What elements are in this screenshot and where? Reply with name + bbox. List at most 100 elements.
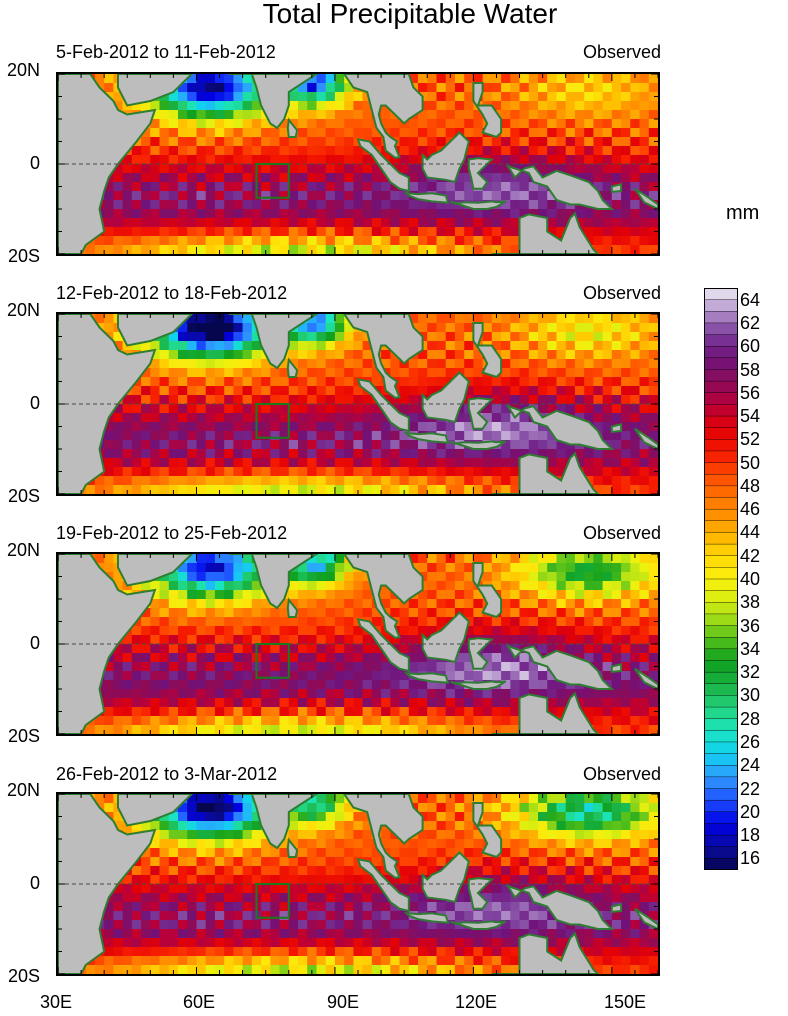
colorbar-box: [704, 334, 738, 347]
colorbar-box: [704, 671, 738, 685]
lon-label-150e: 150E: [603, 992, 647, 1012]
panel-1-lat-20s: 20S: [7, 246, 40, 266]
panel-4-land: [403, 912, 450, 924]
panel-2-land: [356, 377, 410, 433]
panel-1-tag: Observed: [582, 42, 661, 62]
panel-3-land: [228, 554, 319, 610]
panel-1-land: [634, 187, 658, 211]
panel-2-period: 12-Feb-2012 to 18-Feb-2012: [56, 283, 288, 303]
panel-4-lat-20n: 20N: [6, 780, 40, 800]
colorbar-tick-label: 20: [740, 801, 761, 822]
colorbar-tick-label: 48: [740, 475, 761, 496]
colorbar-tick-label: 40: [740, 569, 761, 589]
panel-2-land: [228, 314, 319, 370]
colorbar-box: [704, 753, 738, 766]
panel-3-land: [342, 554, 424, 639]
colorbar-box: [704, 625, 738, 638]
panel-3-land: [634, 667, 658, 691]
colorbar-tick-label: 56: [740, 382, 761, 403]
colorbar-box: [704, 567, 738, 580]
colorbar-tick-label: 26: [740, 732, 761, 752]
panel-3-land: [472, 562, 503, 619]
panel-3-lat-0: 0: [29, 633, 40, 653]
panel-4-lat-0: 0: [29, 873, 40, 893]
lon-label-60e: 60E: [182, 992, 216, 1012]
panel-2-land: [472, 322, 503, 379]
panel-4-land: [58, 794, 157, 974]
colorbar-box: [704, 532, 738, 545]
colorbar-box: [704, 613, 738, 627]
colorbar-tick-label: 46: [740, 499, 761, 520]
colorbar-tick-label: 24: [740, 755, 761, 776]
panel-4-period: 26-Feb-2012 to 3-Mar-2012: [56, 764, 278, 784]
colorbar-box: [704, 392, 738, 405]
panel-2-land: [610, 423, 623, 434]
colorbar-box: [704, 730, 738, 743]
panel-1-land: [491, 211, 600, 254]
colorbar-tick-label: 32: [740, 662, 761, 683]
colorbar-tick-label: 34: [740, 638, 761, 659]
colorbar-box: [704, 462, 738, 475]
lon-label-120e: 120E: [454, 992, 498, 1012]
colorbar-box: [704, 578, 738, 592]
colorbar-box: [704, 799, 738, 813]
panel-3-land: [286, 597, 299, 618]
colorbar-tick-label: 60: [740, 336, 761, 357]
panel-4-land: [356, 857, 410, 913]
colorbar-tick-label: 18: [740, 825, 761, 846]
panel-4-land: [117, 794, 194, 827]
panel-1-land: [286, 117, 299, 138]
colorbar-box: [704, 602, 738, 615]
colorbar-tick-label: 58: [740, 359, 761, 380]
panel-1-land: [403, 192, 450, 204]
colorbar-box: [704, 741, 738, 755]
colorbar-box: [704, 450, 738, 464]
panel-3-land: [505, 644, 615, 690]
panel-1-map: [56, 72, 660, 256]
panel-2-land: [505, 404, 615, 450]
colorbar-box: [704, 404, 738, 417]
panel-4-tag: Observed: [582, 764, 661, 784]
panel-4-region-box: [255, 883, 290, 919]
colorbar-tick-label: 38: [740, 592, 761, 613]
colorbar-box: [704, 823, 738, 836]
panel-1-land: [467, 157, 495, 190]
panel-3-land: [449, 680, 507, 690]
colorbar-box: [704, 858, 738, 870]
panel-2-land: [634, 427, 658, 451]
colorbar: [704, 288, 738, 870]
colorbar-box: [704, 357, 738, 370]
panel-2-tag: Observed: [582, 283, 661, 303]
panel-1-land: [228, 74, 319, 130]
colorbar-box: [704, 415, 738, 429]
panel-4-land: [634, 907, 658, 931]
colorbar-box: [704, 765, 738, 778]
colorbar-box: [704, 311, 738, 324]
figure-title: Total Precipitable Water: [262, 0, 558, 29]
panel-3-region-box: [255, 643, 290, 679]
panel-2-lat-20s: 20S: [7, 486, 40, 506]
panel-1-lat-20n: 20N: [6, 60, 40, 80]
colorbar-box: [704, 485, 738, 499]
colorbar-box: [704, 508, 738, 522]
colorbar-tick-label: 36: [740, 615, 761, 636]
panel-1-land: [342, 74, 424, 159]
colorbar-tick-label: 54: [740, 406, 761, 426]
colorbar-box: [704, 788, 738, 801]
colorbar-box: [704, 590, 738, 603]
colorbar-tick-label: 62: [740, 312, 761, 333]
lon-label-30e: 30E: [39, 992, 73, 1012]
colorbar-box: [704, 811, 738, 824]
panel-1-land: [472, 82, 503, 139]
panel-4-map: [56, 792, 660, 976]
panel-4-land: [342, 794, 424, 879]
panel-2-map: [56, 312, 660, 496]
colorbar-box: [704, 427, 738, 440]
panel-3-map: [56, 552, 660, 736]
colorbar-tick-label: 22: [740, 778, 761, 799]
colorbar-box: [704, 299, 738, 312]
panel-2-land: [491, 451, 600, 494]
panel-4-land: [505, 884, 615, 930]
colorbar-tick-label: 16: [740, 848, 761, 869]
panel-1-lat-0: 0: [29, 153, 40, 173]
